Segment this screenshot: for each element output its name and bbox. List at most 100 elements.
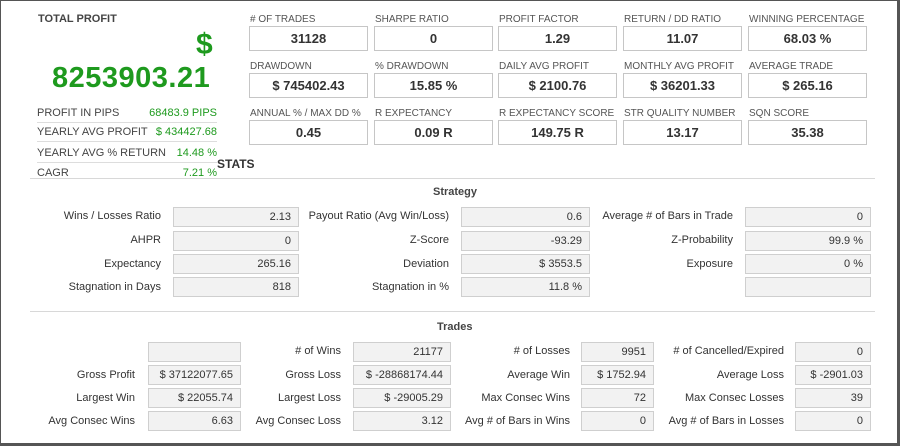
strategy-title: Strategy xyxy=(433,186,478,198)
divider xyxy=(30,311,875,312)
metric-label: RETURN / DD RATIO xyxy=(624,14,722,25)
metric-winning-percentage: 68.03 % xyxy=(748,26,867,51)
trades-value: $ -2901.03 xyxy=(795,365,871,385)
divider xyxy=(37,141,217,142)
metric-label: SHARPE RATIO xyxy=(375,14,449,25)
strategy-value: 0 xyxy=(173,231,299,251)
dollar-icon: $ xyxy=(196,28,213,61)
row-label: CAGR xyxy=(37,167,69,179)
row-label: PROFIT IN PIPS xyxy=(37,107,120,119)
trades-label: # of Losses xyxy=(513,345,570,357)
row-label: YEARLY AVG PROFIT xyxy=(37,126,148,138)
trades-value: 6.63 xyxy=(148,411,241,431)
trades-label: Average Loss xyxy=(716,369,784,381)
trades-value: 3.12 xyxy=(353,411,451,431)
strategy-value: $ 3553.5 xyxy=(461,254,590,274)
row-label: YEARLY AVG % RETURN xyxy=(37,147,166,159)
strategy-label: Payout Ratio (Avg Win/Loss) xyxy=(308,210,449,222)
row-value: 68483.9 PIPS xyxy=(149,107,217,119)
metric-label: MONTHLY AVG PROFIT xyxy=(624,61,735,72)
trades-value: 39 xyxy=(795,388,871,408)
trades-value: 0 xyxy=(581,411,654,431)
stats-title: STATS xyxy=(217,157,255,171)
trades-value: $ 37122077.65 xyxy=(148,365,241,385)
strategy-value: 265.16 xyxy=(173,254,299,274)
strategy-label: Average # of Bars in Trade xyxy=(602,210,733,222)
trades-value: 0 xyxy=(795,411,871,431)
trades-value: 21177 xyxy=(353,342,451,362)
trades-value: 9951 xyxy=(581,342,654,362)
strategy-value: 2.13 xyxy=(173,207,299,227)
divider xyxy=(37,162,217,163)
strategy-label: Z-Score xyxy=(409,234,449,246)
metric-r-expectancy-score: 149.75 R xyxy=(498,120,617,145)
metric-percent-drawdown: 15.85 % xyxy=(374,73,493,98)
metric-label: # OF TRADES xyxy=(250,14,316,25)
divider xyxy=(37,122,217,123)
row-value: 14.48 % xyxy=(176,147,217,159)
metric-r-expectancy: 0.09 R xyxy=(374,120,493,145)
strategy-value: 99.9 % xyxy=(745,231,871,251)
total-profit-value: 8253903.21 xyxy=(52,62,211,94)
trades-value: $ -29005.29 xyxy=(353,388,451,408)
metric-label: DAILY AVG PROFIT xyxy=(499,61,590,72)
strategy-label: Z-Probability xyxy=(671,234,733,246)
trades-label: Gross Profit xyxy=(76,369,135,381)
strategy-label: Deviation xyxy=(403,258,449,270)
metric-label: SQN SCORE xyxy=(749,108,810,119)
metric-drawdown: $ 745402.43 xyxy=(249,73,368,98)
metric-label: WINNING PERCENTAGE xyxy=(749,14,865,25)
trades-value xyxy=(148,342,241,362)
metric-trades: 31128 xyxy=(249,26,368,51)
metric-daily-avg-profit: $ 2100.76 xyxy=(498,73,617,98)
strategy-label: Stagnation in Days xyxy=(68,281,161,293)
metric-monthly-avg-profit: $ 36201.33 xyxy=(623,73,742,98)
metric-average-trade: $ 265.16 xyxy=(748,73,867,98)
strategy-label: Exposure xyxy=(686,258,733,270)
metric-sqn-score: 35.38 xyxy=(748,120,867,145)
row-value: $ 434427.68 xyxy=(155,126,217,138)
strategy-value: 0 xyxy=(745,207,871,227)
strategy-value: 11.8 % xyxy=(461,277,590,297)
metric-label: % DRAWDOWN xyxy=(375,61,449,72)
metric-return-dd-ratio: 11.07 xyxy=(623,26,742,51)
trades-value: $ 22055.74 xyxy=(148,388,241,408)
trades-label: # of Cancelled/Expired xyxy=(673,345,784,357)
yearly-avg-profit-row: YEARLY AVG PROFIT $ 434427.68 xyxy=(37,126,217,140)
metric-label: DRAWDOWN xyxy=(250,61,312,72)
metric-str-quality-number: 13.17 xyxy=(623,120,742,145)
trades-label: Max Consec Losses xyxy=(684,392,784,404)
trades-label: Avg Consec Wins xyxy=(48,415,135,427)
divider xyxy=(30,178,875,179)
trades-label: Largest Loss xyxy=(278,392,341,404)
trades-value: 0 xyxy=(795,342,871,362)
trades-label: Avg # of Bars in Wins xyxy=(465,415,570,427)
strategy-value: 0 % xyxy=(745,254,871,274)
strategy-label: Stagnation in % xyxy=(371,281,449,293)
trades-label: Largest Win xyxy=(76,392,135,404)
strategy-label: Expectancy xyxy=(104,258,161,270)
trades-label: Avg Consec Loss xyxy=(255,415,341,427)
strategy-value: -93.29 xyxy=(461,231,590,251)
trades-value: $ 1752.94 xyxy=(581,365,654,385)
strategy-label: Wins / Losses Ratio xyxy=(63,210,161,222)
strategy-value xyxy=(745,277,871,297)
row-value: 7.21 % xyxy=(182,167,217,179)
trades-label: Average Win xyxy=(507,369,570,381)
trades-title: Trades xyxy=(437,321,473,333)
trades-value: 72 xyxy=(581,388,654,408)
metric-label: R EXPECTANCY xyxy=(375,108,453,119)
metric-label: STR QUALITY NUMBER xyxy=(624,108,736,119)
metric-sharpe-ratio: 0 xyxy=(374,26,493,51)
metric-label: PROFIT FACTOR xyxy=(499,14,579,25)
strategy-value: 0.6 xyxy=(461,207,590,227)
profit-in-pips-row: PROFIT IN PIPS 68483.9 PIPS xyxy=(37,107,217,121)
metric-label: ANNUAL % / MAX DD % xyxy=(250,108,361,119)
metric-annual-max-dd: 0.45 xyxy=(249,120,368,145)
trades-value: $ -28868174.44 xyxy=(353,365,451,385)
cagr-row: CAGR 7.21 % xyxy=(37,167,217,181)
metric-label: R EXPECTANCY SCORE xyxy=(499,108,615,119)
trades-label: Avg # of Bars in Losses xyxy=(668,415,784,427)
strategy-value: 818 xyxy=(173,277,299,297)
